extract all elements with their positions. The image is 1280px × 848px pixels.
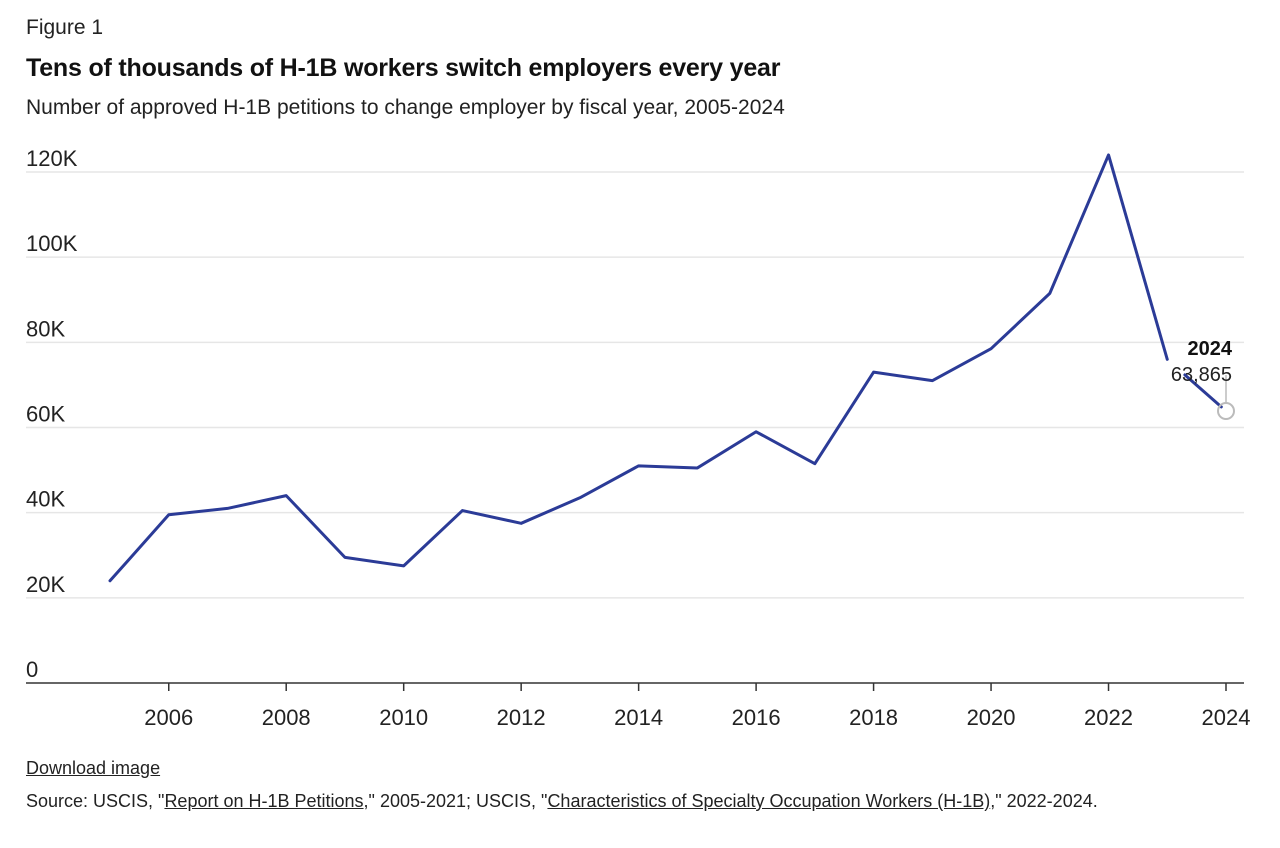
download-image-link[interactable]: Download image — [26, 758, 161, 778]
y-tick-label: 120K — [26, 146, 78, 171]
annotation-value-label: 63,865 — [1171, 364, 1232, 386]
x-tick-label: 2016 — [732, 705, 781, 730]
endpoint-marker — [1217, 402, 1235, 421]
x-tick-label: 2020 — [967, 705, 1016, 730]
y-tick-label: 20K — [26, 572, 65, 597]
x-tick-label: 2018 — [849, 705, 898, 730]
x-tick-label: 2006 — [144, 705, 193, 730]
y-axis-tick-labels: 0 20K 40K 60K 80K 100K 120K — [26, 146, 78, 682]
source-note: Source: USCIS, "Report on H-1B Petitions… — [26, 788, 1226, 814]
x-tick-label: 2010 — [379, 705, 428, 730]
source-suffix: ," 2022-2024. — [990, 791, 1098, 811]
x-tick-label: 2014 — [614, 705, 663, 730]
x-tick-label: 2024 — [1202, 705, 1251, 730]
chart-title: Tens of thousands of H-1B workers switch… — [26, 54, 781, 82]
series-line — [108, 153, 1169, 583]
source-mid: ," 2005-2021; USCIS, " — [363, 791, 548, 811]
y-tick-label: 80K — [26, 316, 65, 341]
y-tick-label: 40K — [26, 487, 65, 512]
x-axis-tick-labels: 2006 2008 2010 2012 2014 2016 2018 2020 2022 2024 — [144, 705, 1250, 730]
source-link-report[interactable]: Report on H-1B Petitions — [164, 791, 364, 811]
y-tick-label: 0 — [26, 657, 38, 682]
source-prefix: Source: USCIS, " — [26, 791, 165, 811]
y-tick-label: 100K — [26, 231, 78, 256]
y-tick-label: 60K — [26, 402, 65, 427]
figure-label: Figure 1 — [26, 16, 104, 39]
annotation-year-label: 2024 — [1188, 338, 1233, 360]
x-tick-label: 2012 — [497, 705, 546, 730]
x-axis — [26, 682, 1244, 691]
x-tick-label: 2022 — [1084, 705, 1133, 730]
annotation-layer: 2024 63,865 — [1171, 338, 1233, 386]
series-layer — [108, 153, 1235, 583]
x-tick-label: 2008 — [262, 705, 311, 730]
source-link-characteristics[interactable]: Characteristics of Specialty Occupation … — [547, 791, 991, 811]
chart-subtitle: Number of approved H-1B petitions to cha… — [26, 96, 785, 119]
series-line-final-segment — [1183, 373, 1223, 409]
gridlines — [26, 171, 1244, 599]
